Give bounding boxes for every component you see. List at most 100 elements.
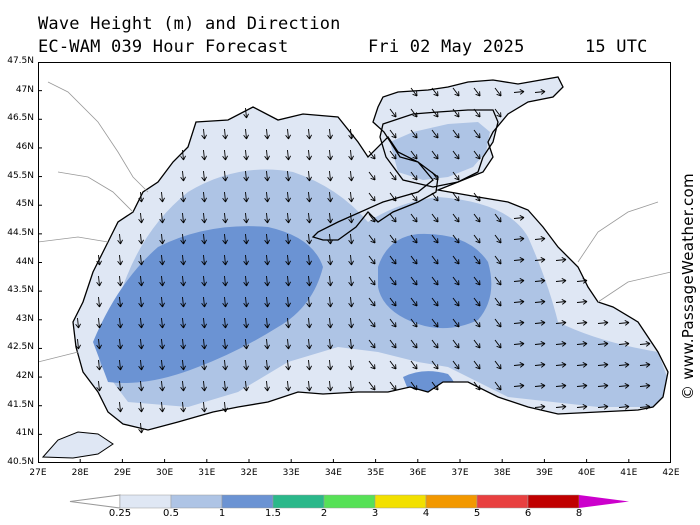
direction-arrow xyxy=(389,276,397,286)
lat-label: 46N xyxy=(15,141,34,152)
direction-arrow xyxy=(452,360,460,370)
direction-arrow xyxy=(264,212,270,224)
direction-arrow xyxy=(368,150,376,160)
direction-arrow xyxy=(285,296,291,308)
legend-label: 4 xyxy=(422,508,430,519)
direction-arrow xyxy=(201,296,207,308)
direction-arrow xyxy=(306,296,312,308)
direction-arrow xyxy=(494,87,502,97)
direction-arrow xyxy=(452,129,460,139)
direction-arrow xyxy=(513,257,525,263)
direction-arrow xyxy=(243,317,249,329)
legend-label: 6 xyxy=(524,508,532,519)
direction-arrow xyxy=(327,359,333,371)
direction-arrow xyxy=(285,212,291,224)
direction-arrow xyxy=(201,212,207,224)
direction-arrow xyxy=(389,171,397,181)
direction-arrow xyxy=(431,171,439,181)
direction-arrow xyxy=(597,362,609,368)
direction-arrow xyxy=(348,128,354,140)
direction-arrow xyxy=(576,341,588,347)
direction-arrow xyxy=(222,338,228,350)
direction-arrow xyxy=(348,191,354,203)
direction-arrow xyxy=(243,107,249,119)
direction-arrow xyxy=(431,255,439,265)
direction-arrow xyxy=(243,170,249,182)
direction-arrow xyxy=(180,380,186,392)
lon-label: 41E xyxy=(620,468,638,478)
direction-arrows xyxy=(75,87,651,434)
direction-arrow xyxy=(327,317,333,329)
direction-arrow xyxy=(117,254,123,266)
direction-arrow xyxy=(243,296,249,308)
marmara-sea xyxy=(41,431,114,459)
direction-arrow xyxy=(138,275,144,287)
direction-arrow xyxy=(243,191,249,203)
direction-arrow xyxy=(555,299,567,305)
direction-arrow xyxy=(576,320,588,326)
legend-swatch xyxy=(527,494,580,509)
direction-arrow xyxy=(243,233,249,245)
direction-arrow xyxy=(513,278,525,284)
direction-arrow xyxy=(555,383,567,389)
lon-label: 30E xyxy=(156,468,174,478)
direction-arrow xyxy=(306,338,312,350)
lon-label: 33E xyxy=(282,468,300,478)
direction-arrow xyxy=(306,254,312,266)
legend-label: 2 xyxy=(320,508,328,519)
direction-arrow xyxy=(180,191,186,203)
direction-arrow xyxy=(138,359,144,371)
direction-arrow xyxy=(534,362,546,368)
lat-label: 47.5N xyxy=(7,56,34,66)
direction-arrow xyxy=(327,254,333,266)
direction-arrow xyxy=(452,213,460,223)
direction-arrow xyxy=(618,383,630,389)
lon-label: 29E xyxy=(113,468,131,478)
direction-arrow xyxy=(306,191,312,203)
direction-arrow xyxy=(117,233,123,245)
direction-arrow xyxy=(285,233,291,245)
lon-label: 36E xyxy=(409,468,427,478)
direction-arrow xyxy=(96,380,102,392)
direction-arrow xyxy=(138,296,144,308)
direction-arrow xyxy=(159,380,165,392)
direction-arrow xyxy=(159,359,165,371)
direction-arrow xyxy=(410,129,418,139)
lon-label: 27E xyxy=(29,468,47,478)
legend-under xyxy=(69,494,121,509)
direction-arrow xyxy=(306,380,312,392)
direction-arrow xyxy=(452,339,460,349)
direction-arrow xyxy=(348,170,354,182)
direction-arrow xyxy=(327,380,333,392)
direction-arrow xyxy=(180,401,186,413)
direction-arrow xyxy=(473,129,481,139)
direction-arrow xyxy=(513,320,525,326)
color-legend xyxy=(69,494,629,509)
direction-arrow xyxy=(368,276,376,286)
direction-arrow xyxy=(285,275,291,287)
direction-arrow xyxy=(264,233,270,245)
legend-swatch xyxy=(476,494,529,509)
direction-arrow xyxy=(410,213,418,223)
direction-arrow xyxy=(117,359,123,371)
direction-arrow xyxy=(327,149,333,161)
direction-arrow xyxy=(410,255,418,265)
direction-arrow xyxy=(431,318,439,328)
direction-arrow xyxy=(597,404,609,410)
direction-arrow xyxy=(138,401,144,413)
direction-arrow xyxy=(201,275,207,287)
direction-arrow xyxy=(222,296,228,308)
direction-arrow xyxy=(555,320,567,326)
direction-arrow xyxy=(159,338,165,350)
lat-label: 44N xyxy=(15,256,34,267)
direction-arrow xyxy=(180,296,186,308)
direction-arrow xyxy=(348,233,354,245)
direction-arrow xyxy=(306,212,312,224)
direction-arrow xyxy=(452,150,460,160)
direction-arrow xyxy=(222,359,228,371)
direction-arrow xyxy=(159,254,165,266)
lon-label: 39E xyxy=(535,468,553,478)
legend-bar xyxy=(69,494,629,509)
direction-arrow xyxy=(222,191,228,203)
direction-arrow xyxy=(597,320,609,326)
